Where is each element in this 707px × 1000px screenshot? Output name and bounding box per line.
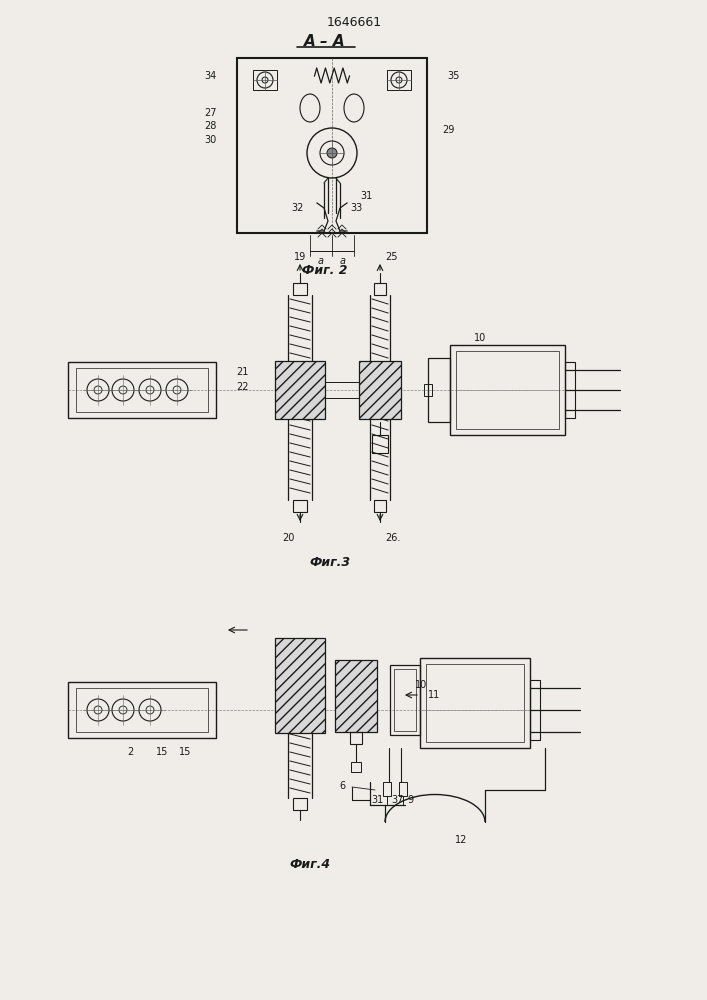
Bar — [68, 682, 216, 738]
Bar — [237, 58, 427, 233]
Bar — [293, 798, 307, 810]
Text: 31: 31 — [371, 795, 383, 805]
Bar — [428, 358, 450, 422]
Text: 12: 12 — [455, 835, 467, 845]
Bar — [350, 732, 362, 744]
Bar — [420, 658, 530, 748]
Circle shape — [327, 148, 337, 158]
Text: 37: 37 — [391, 795, 403, 805]
Text: 27: 27 — [204, 108, 217, 118]
Text: 20: 20 — [283, 533, 295, 543]
Text: 32: 32 — [291, 203, 304, 213]
Bar — [372, 435, 388, 453]
Bar — [68, 362, 216, 418]
Text: 19: 19 — [294, 252, 306, 262]
Bar — [530, 680, 540, 740]
Text: 33: 33 — [350, 203, 362, 213]
Text: 28: 28 — [204, 121, 217, 131]
Text: 29: 29 — [442, 125, 455, 135]
Bar — [351, 762, 361, 772]
Bar — [335, 660, 377, 732]
Bar — [275, 638, 325, 733]
Bar — [394, 669, 416, 731]
Bar — [76, 688, 208, 732]
Bar — [359, 361, 401, 419]
Text: Фиг. 2: Фиг. 2 — [303, 264, 348, 277]
Text: Фиг.4: Фиг.4 — [289, 858, 331, 871]
Text: 10: 10 — [415, 680, 427, 690]
Text: 6: 6 — [339, 781, 345, 791]
Bar — [293, 283, 307, 295]
Bar — [253, 70, 277, 90]
Bar — [325, 382, 359, 398]
Text: 11: 11 — [428, 690, 440, 700]
Text: a: a — [340, 256, 346, 266]
Bar — [383, 782, 391, 796]
Text: 31: 31 — [360, 191, 373, 201]
Text: А – А: А – А — [304, 34, 346, 49]
Text: 22: 22 — [236, 382, 248, 392]
Text: 34: 34 — [205, 71, 217, 81]
Bar — [565, 362, 575, 418]
Text: 21: 21 — [236, 367, 248, 377]
Bar — [374, 500, 386, 512]
Bar — [275, 361, 325, 419]
Bar — [426, 664, 524, 742]
Bar — [450, 345, 565, 435]
Text: a: a — [318, 256, 324, 266]
Text: Фиг.3: Фиг.3 — [310, 556, 351, 568]
Bar — [456, 351, 559, 429]
Bar — [76, 368, 208, 412]
Text: 1646661: 1646661 — [327, 15, 382, 28]
Text: 15: 15 — [156, 747, 168, 757]
Bar — [374, 283, 386, 295]
Text: 30: 30 — [205, 135, 217, 145]
Bar — [399, 782, 407, 796]
Bar — [387, 70, 411, 90]
Text: 10: 10 — [474, 333, 486, 343]
Bar — [293, 500, 307, 512]
Text: 26.: 26. — [385, 533, 400, 543]
Text: 25: 25 — [385, 252, 397, 262]
Text: 35: 35 — [447, 71, 460, 81]
Text: 9: 9 — [407, 795, 413, 805]
Bar — [424, 384, 432, 396]
Bar — [390, 665, 420, 735]
Text: 2: 2 — [127, 747, 133, 757]
Text: 15: 15 — [179, 747, 191, 757]
